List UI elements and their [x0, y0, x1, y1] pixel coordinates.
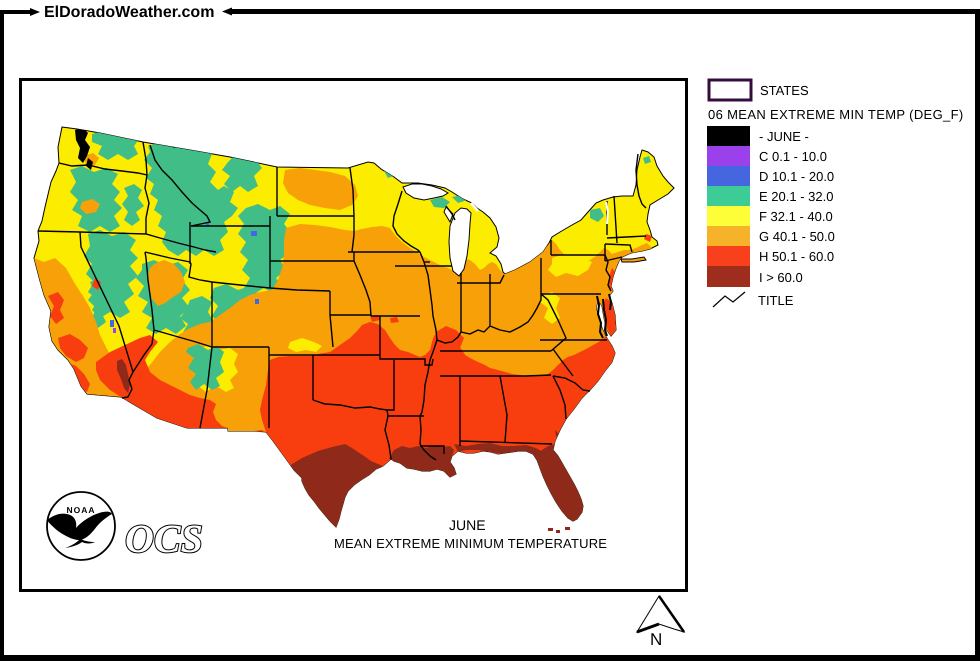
svg-text:OCS: OCS [125, 516, 203, 561]
svg-text:NOAA: NOAA [66, 505, 95, 515]
